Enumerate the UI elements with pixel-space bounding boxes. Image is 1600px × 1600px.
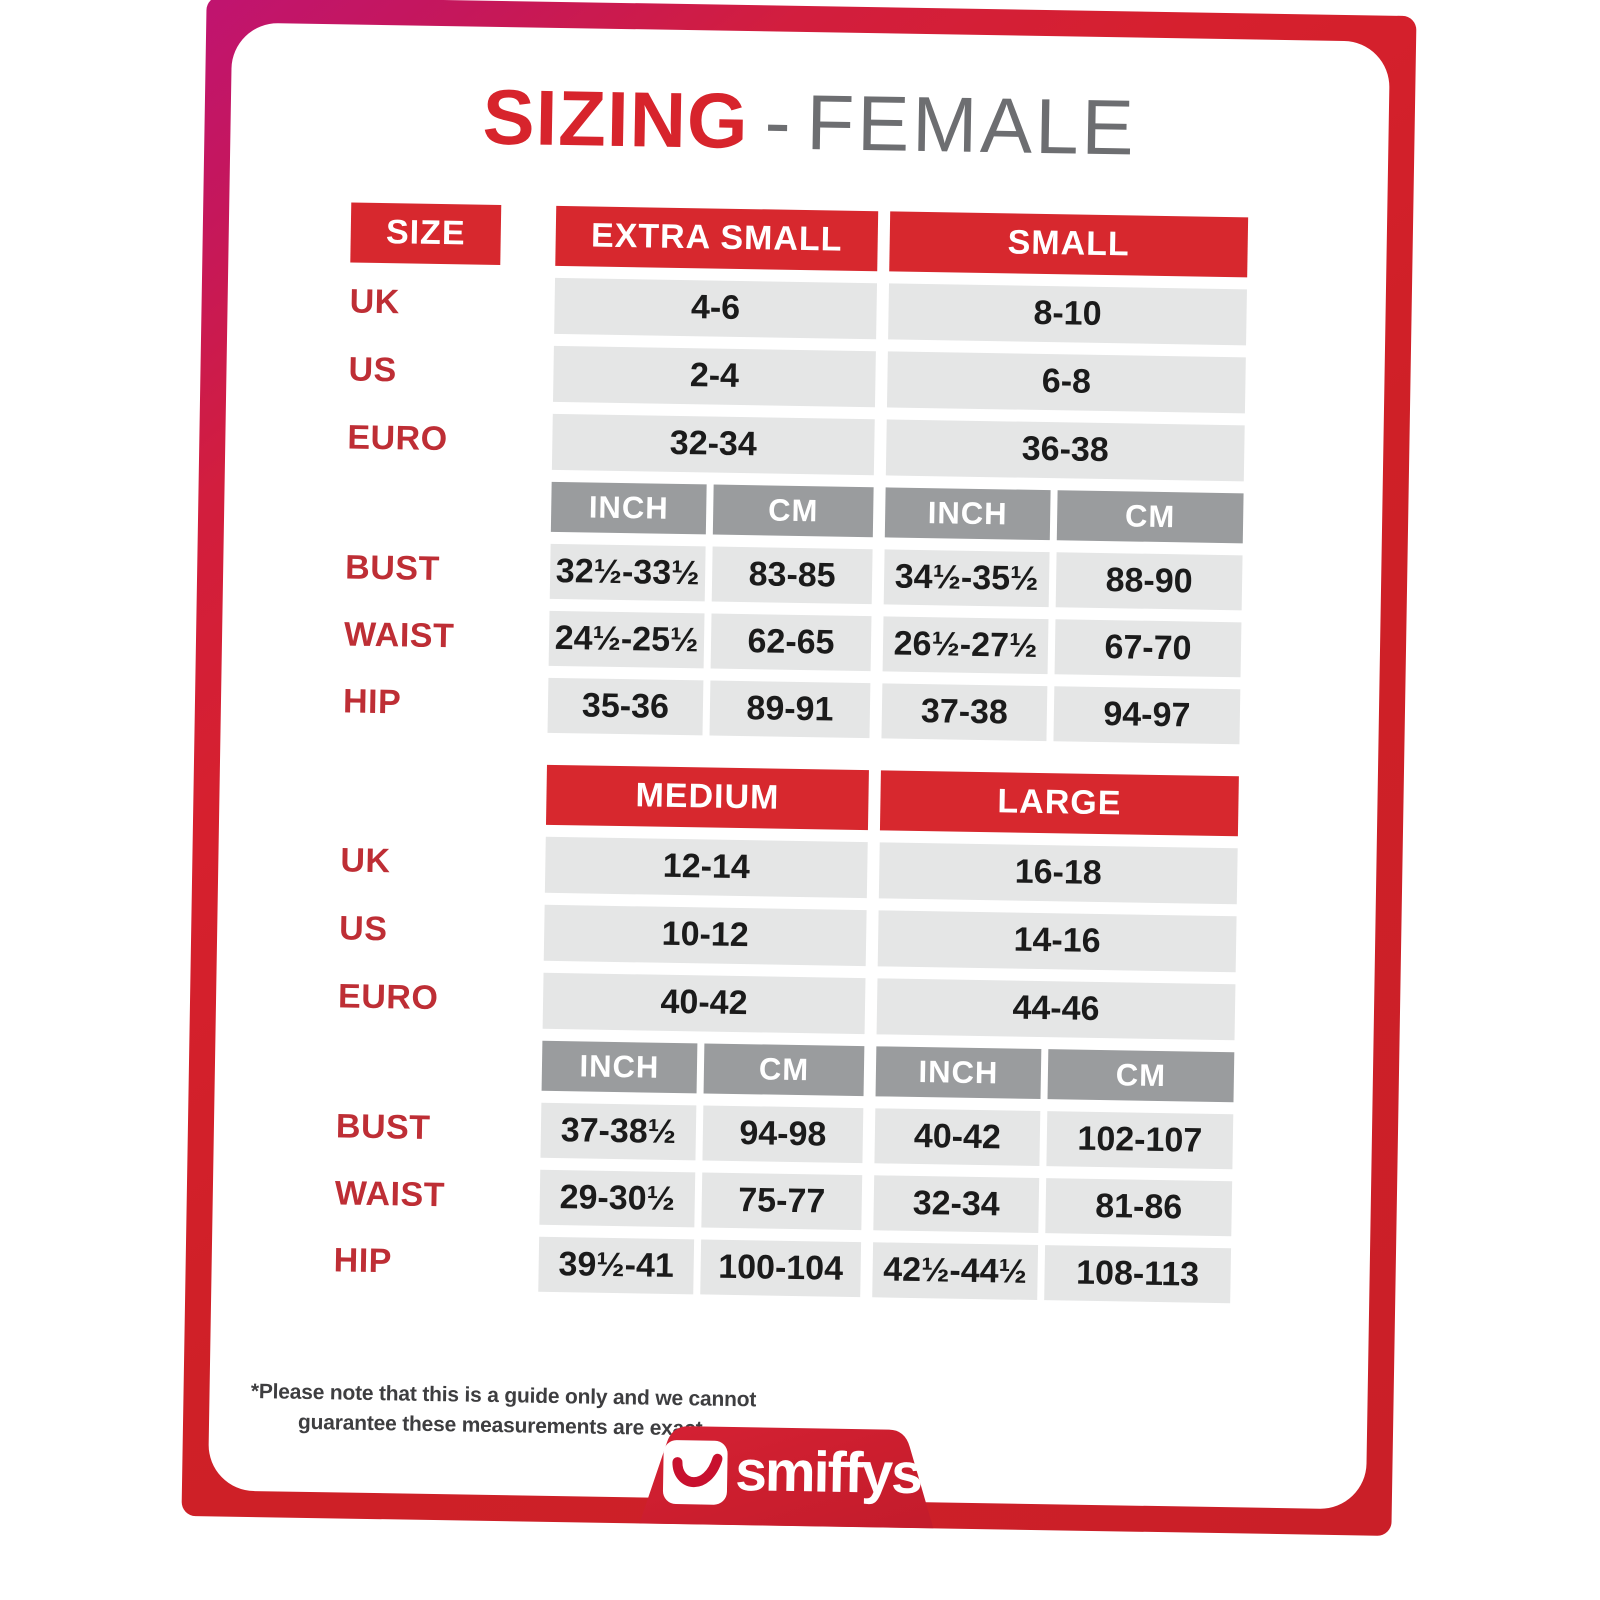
- table-cell: 37-38: [881, 683, 1048, 741]
- unit-header-cm: CM: [703, 1043, 865, 1097]
- table-row: MEDIUM LARGE: [341, 761, 1378, 838]
- smile-icon: [672, 1453, 723, 1488]
- table-row: BUST 32½-33½ 83-85 34½-35½ 88-90: [345, 540, 1382, 612]
- table-row: WAIST 29-30½ 75-77 32-34 81-86: [334, 1166, 1371, 1238]
- row-label: WAIST: [343, 615, 455, 656]
- row-label: HIP: [333, 1241, 393, 1281]
- sizing-poster: SIZING - FEMALE SIZE EXTRA SMALL SMALL UK …: [181, 0, 1417, 1536]
- title-sizing: SIZING: [481, 72, 750, 166]
- row-label: UK: [340, 841, 391, 881]
- table-cell: 62-65: [710, 613, 872, 672]
- table-cell: 2-4: [553, 345, 876, 408]
- table-cell: 32-34: [873, 1175, 1040, 1233]
- table-row: WAIST 24½-25½ 62-65 26½-27½ 67-70: [344, 607, 1381, 679]
- size-corner-header: SIZE: [350, 202, 502, 265]
- table-cell: 40-42: [874, 1108, 1041, 1166]
- table-cell: 89-91: [709, 680, 871, 739]
- title-female: FEMALE: [805, 78, 1138, 172]
- table-cell: 29-30½: [539, 1169, 696, 1228]
- column-header-small: SMALL: [889, 211, 1249, 278]
- table-cell: 12-14: [544, 836, 868, 899]
- table-cell: 39½-41: [538, 1236, 695, 1295]
- table-cell: 32½-33½: [549, 543, 706, 602]
- table-cell: 88-90: [1055, 552, 1243, 611]
- table-cell: 75-77: [701, 1172, 863, 1230]
- table-cell: 24½-25½: [548, 610, 705, 669]
- row-label: UK: [349, 282, 401, 322]
- column-header-large: LARGE: [879, 770, 1239, 837]
- table-m-l: MEDIUM LARGE UK 12-14 16-18 US 10-12 14-…: [333, 761, 1378, 1305]
- table-row: HIP 35-36 89-91 37-38 94-97: [343, 674, 1380, 746]
- table-row: INCH CM INCH CM: [337, 1037, 1374, 1104]
- unit-header-cm: CM: [712, 484, 874, 538]
- table-cell: 36-38: [885, 419, 1245, 482]
- table-cell: 10-12: [543, 904, 867, 967]
- row-label: BUST: [335, 1107, 431, 1147]
- table-row: UK 12-14 16-18: [340, 833, 1377, 906]
- table-cell: 32-34: [551, 413, 875, 476]
- smiffys-logo: smiffys ™: [636, 1409, 938, 1529]
- row-label: EURO: [337, 977, 439, 1018]
- row-label: EURO: [347, 418, 448, 459]
- table-cell: 37-38½: [540, 1102, 697, 1161]
- unit-header-inch: INCH: [884, 487, 1051, 541]
- table-cell: 83-85: [711, 546, 873, 605]
- poster-card: SIZING - FEMALE SIZE EXTRA SMALL SMALL UK …: [207, 22, 1391, 1510]
- row-label: HIP: [342, 682, 402, 722]
- table-cell: 34½-35½: [883, 549, 1050, 608]
- unit-header-inch: INCH: [550, 481, 707, 535]
- size-tables: SIZE EXTRA SMALL SMALL UK 4-6 8-10 US: [211, 200, 1387, 1305]
- smiffys-logo-tab: [639, 1426, 934, 1529]
- table-cell: 102-107: [1046, 1111, 1234, 1170]
- row-label: US: [338, 909, 388, 949]
- table-cell: 42½-44½: [872, 1242, 1039, 1300]
- table-cell: 94-98: [702, 1105, 864, 1163]
- table-cell: 94-97: [1053, 686, 1241, 745]
- table-cell: 16-18: [878, 842, 1238, 905]
- table-cell: 44-46: [876, 978, 1236, 1041]
- table-cell: 8-10: [888, 283, 1247, 346]
- table-cell: 6-8: [886, 351, 1246, 414]
- trademark-symbol: ™: [915, 1440, 930, 1457]
- table-cell: 14-16: [877, 910, 1237, 973]
- table-row: US 2-4 6-8: [348, 342, 1385, 415]
- column-header-medium: MEDIUM: [545, 764, 869, 831]
- row-label: BUST: [344, 548, 441, 588]
- table-cell: 26½-27½: [882, 616, 1049, 674]
- table-cell: 67-70: [1054, 619, 1242, 678]
- unit-header-cm: CM: [1056, 490, 1244, 544]
- brand-name: smiffys: [734, 1439, 922, 1507]
- row-label: WAIST: [334, 1174, 446, 1215]
- table-cell: 100-104: [700, 1239, 862, 1297]
- table-cell: 81-86: [1045, 1178, 1233, 1237]
- table-row: BUST 37-38½ 94-98 40-42 102-107: [335, 1099, 1372, 1171]
- table-row: UK 4-6 8-10: [349, 274, 1386, 347]
- table-row: US 10-12 14-16: [339, 901, 1376, 974]
- logo-smile-box: [662, 1440, 728, 1505]
- table-row: INCH CM INCH CM: [346, 478, 1383, 545]
- table-cell: 4-6: [554, 277, 878, 340]
- table-xs-s: SIZE EXTRA SMALL SMALL UK 4-6 8-10 US: [343, 202, 1388, 746]
- table-cell: 35-36: [547, 677, 704, 736]
- table-cell: 108-113: [1044, 1245, 1232, 1304]
- unit-header-inch: INCH: [541, 1040, 698, 1094]
- column-header-extra-small: EXTRA SMALL: [555, 205, 879, 272]
- title-separator: -: [763, 77, 792, 166]
- table-cell: 40-42: [542, 972, 866, 1035]
- page-title: SIZING - FEMALE: [230, 72, 1389, 173]
- unit-header-inch: INCH: [875, 1046, 1042, 1099]
- table-row: EURO 32-34 36-38: [347, 410, 1384, 483]
- unit-header-cm: CM: [1047, 1049, 1235, 1103]
- table-row: EURO 40-42 44-46: [338, 969, 1375, 1042]
- row-label: US: [348, 350, 398, 390]
- table-row: SIZE EXTRA SMALL SMALL: [350, 202, 1387, 279]
- table-row: HIP 39½-41 100-104 42½-44½ 108-113: [333, 1233, 1370, 1305]
